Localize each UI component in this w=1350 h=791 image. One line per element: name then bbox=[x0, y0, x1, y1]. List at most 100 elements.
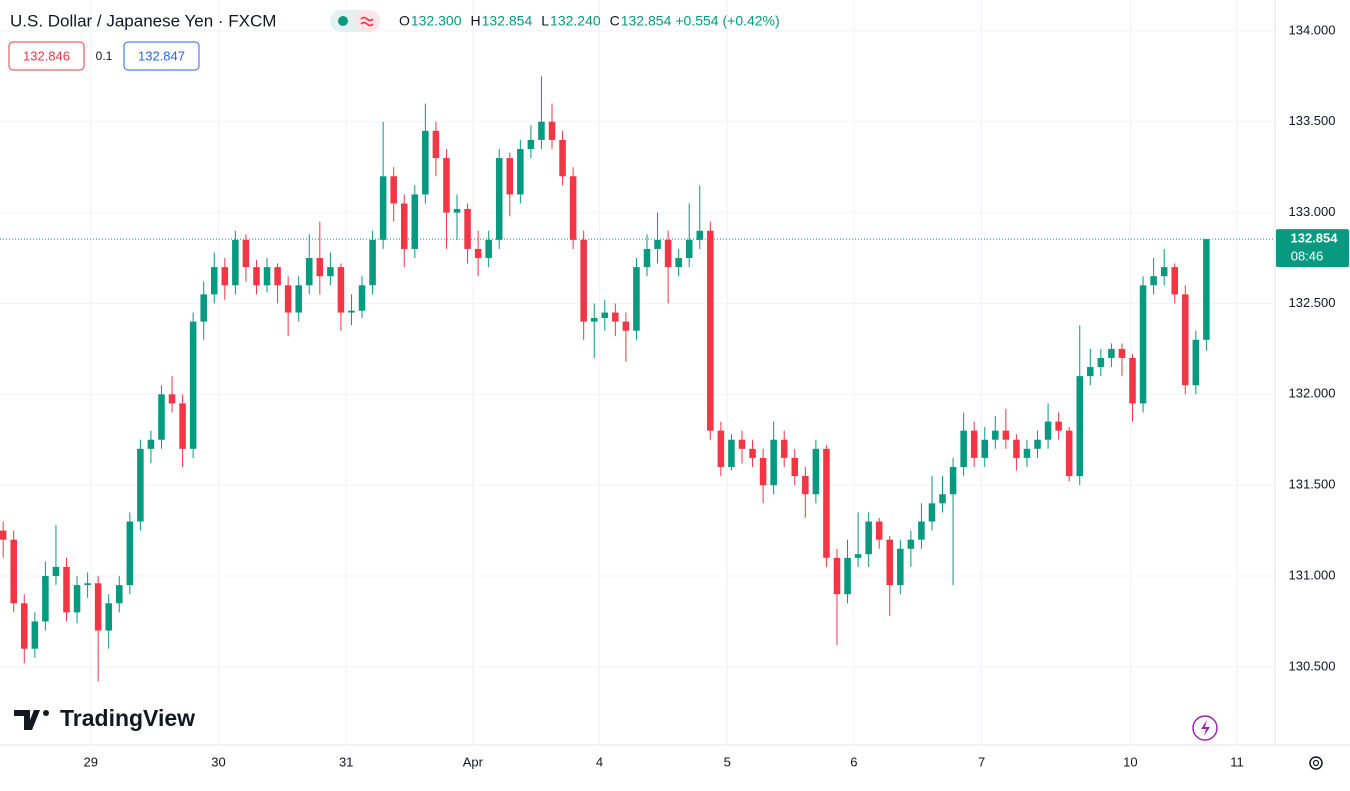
body bbox=[221, 267, 229, 286]
body bbox=[886, 539, 894, 586]
body bbox=[105, 603, 112, 631]
x-tick-label: 10 bbox=[1123, 754, 1137, 769]
body bbox=[94, 583, 102, 631]
y-tick-label: 132.000 bbox=[1289, 386, 1336, 401]
body bbox=[1203, 239, 1210, 340]
body bbox=[358, 285, 366, 311]
body bbox=[675, 258, 682, 268]
body bbox=[823, 448, 830, 558]
ohlc-value: 132.854 bbox=[482, 13, 533, 29]
ohlc-label: O bbox=[399, 13, 410, 29]
body bbox=[812, 448, 820, 495]
body bbox=[1013, 439, 1020, 458]
body bbox=[200, 294, 207, 322]
body bbox=[179, 403, 186, 449]
y-tick-label: 133.500 bbox=[1289, 113, 1336, 128]
delay-icon bbox=[360, 16, 374, 27]
body bbox=[517, 149, 524, 195]
body bbox=[622, 321, 630, 331]
body bbox=[918, 521, 925, 540]
y-tick-label: 134.000 bbox=[1289, 22, 1336, 37]
x-tick-label: 30 bbox=[211, 754, 225, 769]
body bbox=[854, 554, 862, 558]
body bbox=[1139, 285, 1147, 404]
grid bbox=[0, 0, 1275, 745]
body bbox=[390, 176, 397, 204]
ohlc-value: 132.300 bbox=[411, 13, 462, 29]
body bbox=[1150, 276, 1157, 286]
x-tick-label: 29 bbox=[84, 754, 98, 769]
body bbox=[643, 248, 651, 268]
body bbox=[580, 239, 587, 322]
body bbox=[538, 121, 545, 140]
body bbox=[833, 557, 841, 595]
ask-price: 132.847 bbox=[138, 48, 185, 63]
body bbox=[1097, 357, 1105, 368]
lightning-button[interactable] bbox=[1192, 715, 1218, 741]
logo-dot bbox=[43, 710, 49, 716]
logo-mark bbox=[14, 710, 40, 730]
x-tick-label: Apr bbox=[463, 754, 484, 769]
spread: 0.1 bbox=[96, 49, 113, 63]
body bbox=[485, 239, 492, 259]
body bbox=[1076, 376, 1084, 477]
body bbox=[728, 439, 735, 467]
body bbox=[548, 121, 556, 140]
axes: 130.500 131.000 131.500 132.000 132.500 133.0… bbox=[84, 22, 1349, 769]
body bbox=[210, 267, 218, 295]
body bbox=[137, 448, 144, 522]
x-tick-label: 6 bbox=[850, 754, 857, 769]
candles bbox=[0, 76, 1210, 682]
y-tick-label: 132.500 bbox=[1289, 295, 1336, 310]
body bbox=[633, 267, 640, 331]
last-price-label: 132.854 bbox=[1291, 231, 1339, 246]
lightning-circle bbox=[1192, 715, 1218, 741]
body bbox=[274, 267, 281, 286]
body bbox=[865, 521, 872, 555]
body bbox=[474, 248, 482, 259]
body bbox=[158, 394, 165, 440]
body bbox=[1044, 421, 1052, 440]
body bbox=[717, 430, 725, 467]
body bbox=[970, 430, 978, 458]
body bbox=[612, 312, 619, 322]
gear bbox=[1309, 756, 1323, 770]
ohlc-label: L bbox=[541, 13, 549, 29]
body bbox=[939, 494, 946, 504]
body bbox=[527, 139, 535, 149]
body bbox=[379, 176, 387, 240]
buy-box[interactable] bbox=[123, 41, 200, 71]
x-tick-label: 11 bbox=[1230, 754, 1244, 769]
body bbox=[569, 176, 577, 240]
body bbox=[126, 521, 134, 586]
body bbox=[42, 576, 49, 622]
body bbox=[1171, 267, 1179, 295]
body bbox=[1034, 439, 1041, 449]
body bbox=[316, 258, 324, 277]
body bbox=[464, 208, 471, 249]
body bbox=[601, 312, 609, 318]
body bbox=[1192, 339, 1200, 386]
body bbox=[10, 539, 17, 604]
ohlc-value: 132.240 bbox=[550, 13, 601, 29]
body bbox=[411, 194, 419, 249]
body bbox=[949, 466, 957, 495]
x-tick-label: 4 bbox=[596, 754, 603, 769]
sell-box[interactable] bbox=[8, 41, 85, 71]
settings-button[interactable] bbox=[1309, 756, 1323, 770]
body bbox=[875, 521, 883, 540]
body bbox=[928, 503, 936, 522]
body bbox=[590, 317, 598, 322]
body bbox=[189, 321, 197, 449]
body bbox=[0, 530, 7, 540]
x-tick-label: 5 bbox=[724, 754, 731, 769]
body bbox=[253, 267, 260, 286]
body bbox=[84, 583, 91, 586]
body bbox=[707, 230, 714, 431]
body bbox=[1023, 448, 1031, 458]
lightning-bolt bbox=[1201, 720, 1210, 736]
body bbox=[1002, 430, 1010, 440]
